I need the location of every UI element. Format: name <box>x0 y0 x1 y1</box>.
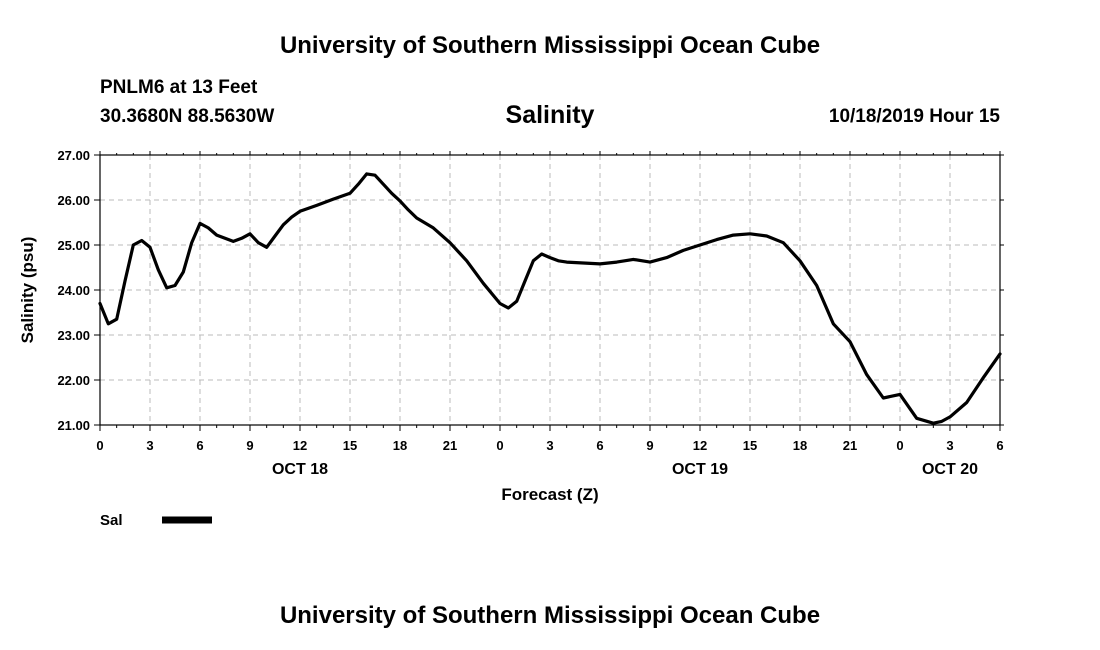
grid-lines <box>100 155 1000 425</box>
x-tick-label: 6 <box>996 438 1003 453</box>
y-tick-label: 25.00 <box>57 238 90 253</box>
x-tick-label: 3 <box>946 438 953 453</box>
day-labels: OCT 18 OCT 19 OCT 20 <box>272 461 978 478</box>
x-tick-label: 18 <box>393 438 407 453</box>
day-label: OCT 18 <box>272 461 328 478</box>
x-tick-label: 6 <box>596 438 603 453</box>
y-axis-label: Salinity (psu) <box>18 237 37 344</box>
x-tick-label: 9 <box>246 438 253 453</box>
x-tick-label: 3 <box>546 438 553 453</box>
x-tick-label: 21 <box>443 438 457 453</box>
x-tick-label: 15 <box>743 438 757 453</box>
x-tick-label: 6 <box>196 438 203 453</box>
x-tick-label: 18 <box>793 438 807 453</box>
location-label: 30.3680N 88.5630W <box>100 106 275 127</box>
x-tick-label: 0 <box>496 438 503 453</box>
y-tick-label: 21.00 <box>57 418 90 433</box>
x-axis-label: Forecast (Z) <box>501 485 598 504</box>
day-label: OCT 20 <box>922 461 978 478</box>
series-line-sal <box>98 172 1002 425</box>
series-lines <box>98 172 1002 425</box>
x-tick-label: 0 <box>96 438 103 453</box>
legend-label: Sal <box>100 512 123 529</box>
y-tick-label: 24.00 <box>57 283 90 298</box>
y-tick-label: 26.00 <box>57 193 90 208</box>
x-tick-label: 0 <box>896 438 903 453</box>
y-tick-label: 22.00 <box>57 373 90 388</box>
chart-title-top: University of Southern Mississippi Ocean… <box>279 32 821 59</box>
legend: Sal <box>100 512 212 529</box>
x-tick-label: 12 <box>693 438 707 453</box>
x-tick-label: 21 <box>843 438 857 453</box>
y-tick-label: 23.00 <box>57 328 90 343</box>
y-axis-ticks: 21.00 22.00 23.00 24.00 25.00 26.00 27.00 <box>57 148 1004 433</box>
chart-title-bottom: University of Southern Mississippi Ocean… <box>279 602 821 629</box>
date-label: 10/18/2019 Hour 15 <box>828 106 1000 127</box>
day-label: OCT 19 <box>672 461 728 478</box>
x-tick-label: 15 <box>343 438 357 453</box>
plot-frame <box>99 154 1001 426</box>
y-tick-label: 27.00 <box>57 148 90 163</box>
x-tick-label: 12 <box>293 438 307 453</box>
x-tick-label: 9 <box>646 438 653 453</box>
x-tick-label: 3 <box>146 438 153 453</box>
variable-label: Salinity <box>505 101 595 129</box>
station-label: PNLM6 at 13 Feet <box>100 77 258 98</box>
